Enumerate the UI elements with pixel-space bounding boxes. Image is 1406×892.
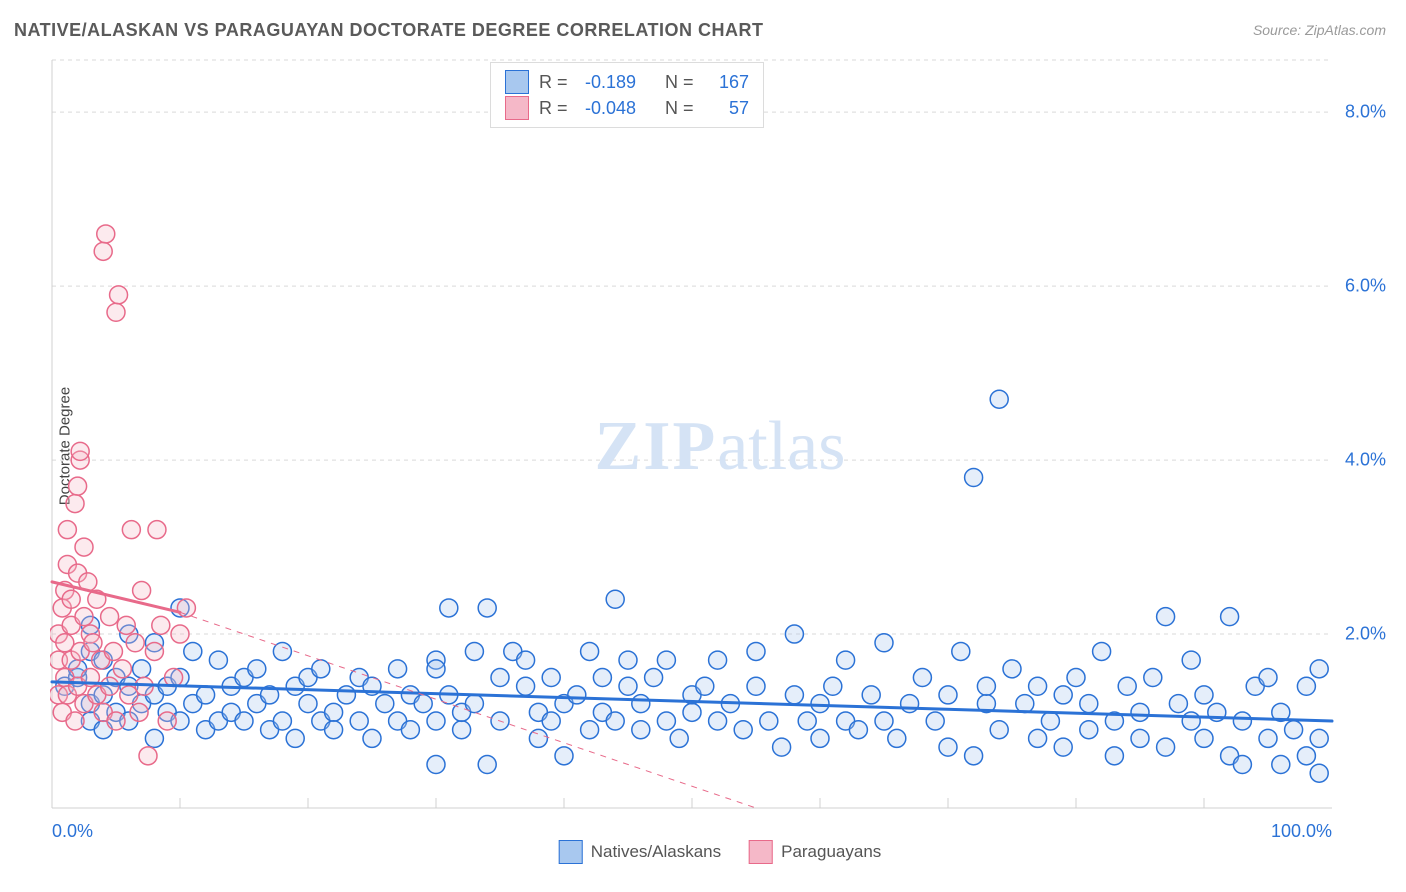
legend-row: R = -0.048 N = 57 — [505, 95, 749, 121]
n-label: N = — [665, 69, 699, 95]
legend-item: Natives/Alaskans — [559, 840, 721, 864]
r-value: -0.189 — [585, 69, 655, 95]
y-tick-label: 2.0% — [1345, 624, 1386, 645]
n-label: N = — [665, 95, 699, 121]
legend-swatch — [749, 840, 773, 864]
x-tick-label: 100.0% — [1271, 821, 1332, 842]
legend-label: Paraguayans — [781, 842, 881, 862]
y-tick-label: 4.0% — [1345, 450, 1386, 471]
source-attribution: Source: ZipAtlas.com — [1253, 22, 1386, 38]
chart-title: NATIVE/ALASKAN VS PARAGUAYAN DOCTORATE D… — [14, 20, 764, 41]
series-legend: Natives/Alaskans Paraguayans — [559, 840, 882, 864]
n-value: 57 — [709, 95, 749, 121]
r-label: R = — [539, 69, 575, 95]
y-tick-label: 6.0% — [1345, 276, 1386, 297]
correlation-legend: R = -0.189 N = 167 R = -0.048 N = 57 — [490, 62, 764, 128]
r-label: R = — [539, 95, 575, 121]
n-value: 167 — [709, 69, 749, 95]
scatter-chart — [50, 58, 1390, 868]
chart-container: ZIPatlas R =-0.189N =167R =-0.048N =57 N… — [50, 58, 1390, 868]
y-tick-label: 8.0% — [1345, 102, 1386, 123]
x-tick-label: 0.0% — [52, 821, 93, 842]
legend-label: Natives/Alaskans — [591, 842, 721, 862]
legend-swatch — [505, 96, 529, 120]
legend-item: Paraguayans — [749, 840, 881, 864]
legend-row: R = -0.189 N = 167 — [505, 69, 749, 95]
legend-swatch — [559, 840, 583, 864]
source-name: ZipAtlas.com — [1305, 22, 1386, 38]
r-value: -0.048 — [585, 95, 655, 121]
legend-swatch — [505, 70, 529, 94]
source-prefix: Source: — [1253, 22, 1305, 38]
